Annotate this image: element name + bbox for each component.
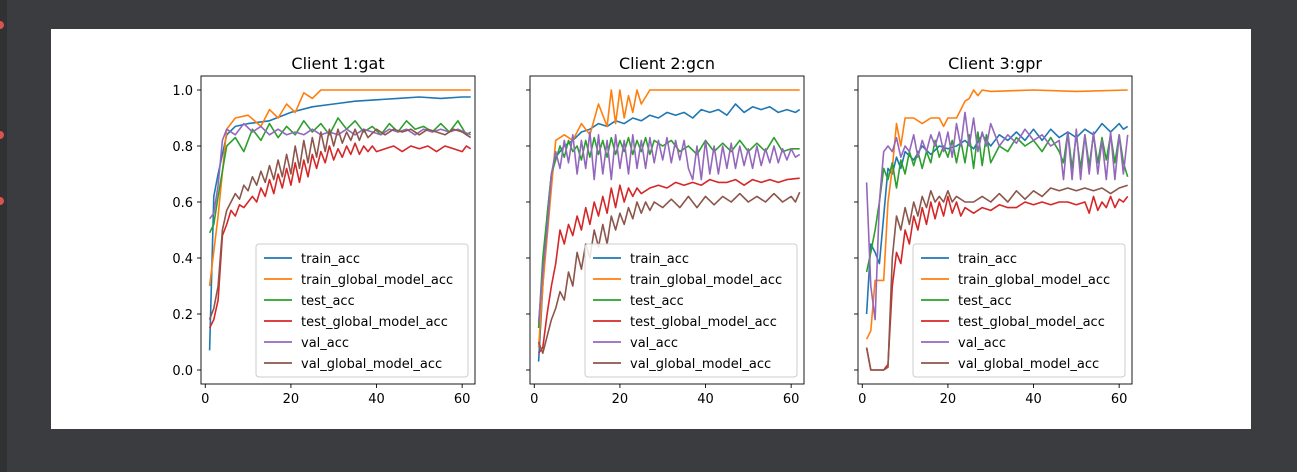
series-line-test_acc (537, 136, 800, 329)
legend: train_acc train_global_model_acc test_acct… (584, 243, 798, 378)
subplot-client-3: Client 3:gpr 0 20 40 60 train_acc train_global… (854, 54, 1133, 407)
series-line-test_global_model_acc (208, 142, 472, 329)
subplot-client-2: Client 2:gcn 0 20 40 60 train_acc train_global… (526, 54, 805, 407)
legend-label-train_global_model_acc: train_global_model_acc (630, 273, 782, 288)
series-line-train_global_model_acc (865, 89, 1128, 340)
breakpoint-marker[interactable] (0, 131, 4, 139)
legend-label-test_acc: test_acc (958, 294, 1012, 309)
series-line-val_global_model_acc (865, 184, 1128, 371)
x-tick-label: 0 (201, 392, 209, 407)
subplot-title: Client 3:gpr (948, 54, 1042, 73)
y-tick-label: 0.4 (172, 252, 193, 267)
series-group (208, 89, 472, 351)
subplot-title: Client 1:gat (291, 54, 384, 73)
series-group (537, 89, 801, 362)
series-line-train_global_model_acc (208, 89, 471, 287)
subplot-title: Client 2:gcn (619, 54, 715, 73)
legend-label-test_global_model_acc: test_global_model_acc (958, 315, 1105, 330)
legend-label-val_global_model_acc: val_global_model_acc (958, 357, 1099, 372)
subplot-client-1: Client 1:gat 0 20 40 60 0.0 0.2 0.4 0.6 0.8 1.0 tra… (172, 54, 476, 407)
series-group (865, 89, 1129, 371)
axes-frame (529, 75, 805, 385)
y-tick-label: 0.6 (172, 196, 193, 211)
x-tick-label: 60 (454, 392, 471, 407)
y-tick-label: 1.0 (172, 84, 193, 99)
legend-label-test_acc: test_acc (630, 294, 684, 309)
series-line-test_global_model_acc (537, 177, 800, 354)
series-line-val_acc (537, 131, 801, 323)
x-tick-label: 20 (940, 392, 957, 407)
legend-label-train_acc: train_acc (630, 252, 689, 267)
legend-box (912, 243, 1126, 378)
figure-canvas: Client 1:gat 0 20 40 60 0.0 0.2 0.4 0.6 0.8 1.0 tra… (51, 29, 1251, 429)
legend-label-val_acc: val_acc (630, 336, 678, 351)
legend-label-train_global_model_acc: train_global_model_acc (958, 273, 1110, 288)
legend-label-train_global_model_acc: train_global_model_acc (301, 273, 453, 288)
y-tick-label: 0.8 (172, 140, 193, 155)
legend-label-val_global_model_acc: val_global_model_acc (630, 357, 771, 372)
legend-label-val_acc: val_acc (301, 336, 349, 351)
figure-svg: Client 1:gat 0 20 40 60 0.0 0.2 0.4 0.6 0.8 1.0 tra… (172, 54, 1133, 407)
x-tick-label: 60 (1111, 392, 1128, 407)
x-tick-label: 20 (283, 392, 300, 407)
breakpoint-marker[interactable] (0, 21, 4, 29)
legend-label-val_acc: val_acc (958, 336, 1006, 351)
series-line-train_acc (208, 96, 471, 351)
x-tick-label: 40 (1025, 392, 1042, 407)
breakpoint-marker[interactable] (0, 197, 4, 205)
legend-box (255, 243, 469, 378)
y-tick-label: 0.2 (172, 308, 193, 323)
legend-label-train_acc: train_acc (958, 252, 1017, 267)
legend-label-test_global_model_acc: test_global_model_acc (301, 315, 448, 330)
x-tick-label: 0 (858, 392, 866, 407)
legend: train_acc train_global_model_acc test_acct… (255, 243, 469, 378)
legend: train_acc train_global_model_acc test_acct… (912, 243, 1126, 378)
series-line-val_global_model_acc (537, 191, 801, 354)
legend-label-train_acc: train_acc (301, 252, 360, 267)
x-tick-label: 40 (368, 392, 385, 407)
legend-label-test_global_model_acc: test_global_model_acc (630, 315, 777, 330)
series-line-test_global_model_acc (865, 195, 1129, 371)
editor-gutter (0, 0, 7, 472)
x-tick-label: 40 (697, 392, 714, 407)
series-line-val_acc (865, 111, 1129, 321)
y-tick-label: 0.0 (172, 364, 193, 379)
series-line-train_global_model_acc (537, 89, 800, 348)
legend-box (584, 243, 798, 378)
axes-frame (857, 75, 1133, 385)
x-tick-label: 60 (783, 392, 800, 407)
axes-frame (200, 75, 476, 385)
legend-label-val_global_model_acc: val_global_model_acc (301, 357, 442, 372)
series-line-val_global_model_acc (208, 128, 472, 320)
x-tick-label: 0 (530, 392, 538, 407)
legend-label-test_acc: test_acc (301, 294, 355, 309)
x-tick-label: 20 (612, 392, 629, 407)
